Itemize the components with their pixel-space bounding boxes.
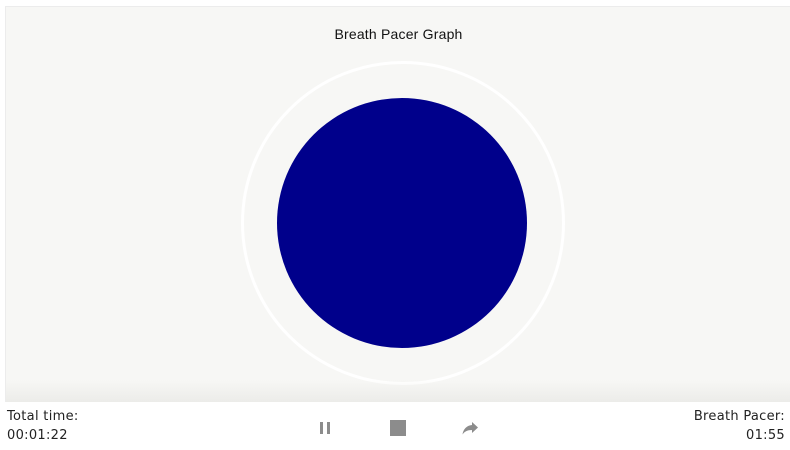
pause-icon: [320, 422, 330, 434]
total-time-value: 00:01:22: [7, 428, 68, 443]
total-time-label: Total time:: [7, 409, 79, 424]
control-bar: Total time: 00:01:22 Breat: [0, 402, 790, 450]
stop-icon: [390, 420, 406, 436]
breath-pacer-graph: Breath Pacer Graph: [5, 6, 790, 402]
forward-arrow-icon: [462, 422, 478, 435]
skip-button[interactable]: [458, 416, 482, 440]
breath-pacer-label: Breath Pacer:: [693, 409, 785, 424]
breath-pacer-stat: Breath Pacer: 01:55: [694, 407, 785, 445]
total-time-stat: Total time: 00:01:22: [7, 407, 79, 445]
stop-button[interactable]: [386, 416, 410, 440]
breath-pacer-value: 01:55: [746, 428, 785, 443]
pause-button[interactable]: [313, 416, 337, 440]
pacer-circle: [277, 98, 527, 348]
playback-controls: [0, 402, 790, 450]
graph-title: Breath Pacer Graph: [334, 26, 463, 42]
